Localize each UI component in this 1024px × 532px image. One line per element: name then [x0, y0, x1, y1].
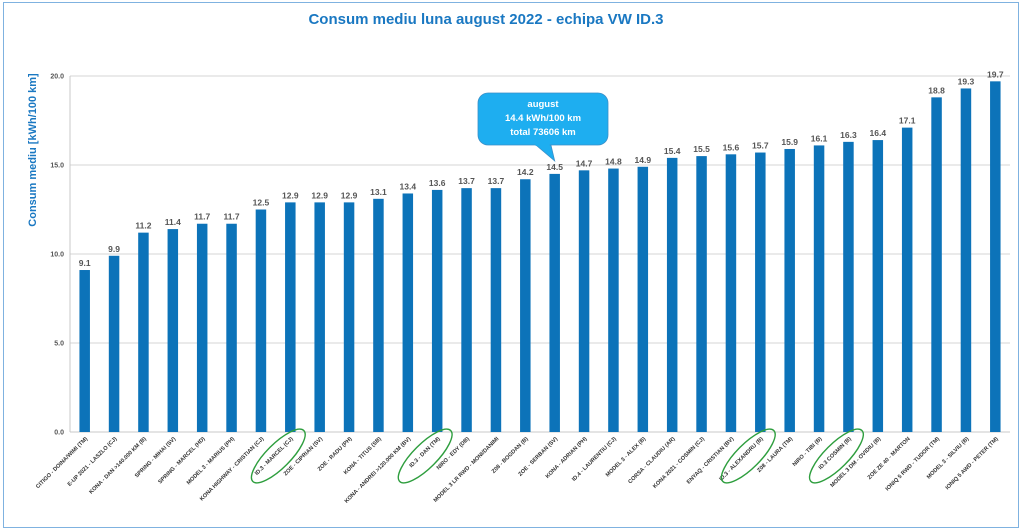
data-label: 13.6 [429, 178, 446, 188]
bar [461, 188, 472, 432]
bar [696, 156, 707, 432]
value-labels: 9.1 9.9 11.2 11.4 11.7 11.7 12.5 12.9 12.9 12.9 13… [79, 69, 1004, 268]
data-label: 15.6 [723, 142, 740, 152]
data-label: 14.9 [635, 155, 652, 165]
callout-pointer [533, 143, 556, 162]
bar [813, 145, 825, 433]
data-label: 9.9 [108, 244, 120, 254]
data-label: 16.3 [840, 130, 857, 140]
callout-line1: august [527, 99, 559, 110]
bar [167, 229, 179, 432]
bar [431, 189, 443, 432]
data-label: 14.8 [605, 157, 622, 167]
bar [285, 202, 296, 432]
bar [960, 88, 972, 433]
data-label: 12.9 [311, 190, 328, 200]
category-labels: CITIGO - DOINA/WIMI (TM)E-UP 2021 - LASZ… [35, 436, 1000, 505]
data-label: 15.4 [664, 146, 681, 156]
y-axis-label: Consum mediu [kWh/100 km] [27, 73, 39, 227]
data-label: 19.7 [987, 69, 1004, 79]
highlight-ellipse [250, 428, 306, 484]
bar [196, 223, 208, 432]
data-label: 19.3 [958, 76, 975, 86]
chart-frame [3, 2, 1019, 528]
bar [402, 193, 414, 432]
x-tick-label: KONA - DAN >140.000 KM (B) [88, 436, 147, 495]
x-tick-label: KONA HIGHWAY - CRISTIAN (CJ) [199, 436, 265, 502]
data-label: 16.1 [811, 133, 828, 143]
callout-bubble: august 14.4 kWh/100 km total 73606 km [477, 92, 609, 162]
bar [226, 223, 237, 432]
bar [755, 152, 766, 433]
data-label: 18.8 [928, 85, 945, 95]
highlight-ellipse [720, 428, 776, 484]
bar [608, 168, 619, 432]
y-tick-label: 5.0 [54, 341, 64, 348]
x-tick-label: ID.3 - DAN (TM) [409, 436, 442, 469]
y-tick-label: 15.0 [50, 163, 64, 170]
highlight-ellipse [808, 428, 864, 484]
bar [931, 97, 942, 433]
callout-line3: total 73606 km [510, 127, 575, 138]
callout-joint [535, 143, 550, 146]
x-tick-label: NIRO - TIBI (B) [792, 436, 824, 468]
bar [373, 198, 384, 432]
x-tick-label: IONIQ 5 AWD - PETER (TM) [945, 436, 1000, 491]
bars [79, 81, 1001, 433]
data-label: 13.4 [400, 181, 417, 191]
data-label: 15.7 [752, 141, 769, 151]
bar [255, 209, 267, 432]
bar [843, 141, 854, 433]
y-tick-label: 10.0 [50, 252, 64, 259]
data-label: 12.9 [282, 190, 299, 200]
data-label: 11.2 [135, 221, 151, 231]
bar [520, 179, 531, 432]
bar [314, 202, 325, 432]
bar [138, 232, 149, 432]
data-label: 11.7 [194, 212, 210, 222]
x-tick-label: CITIGO - DOINA/WIMI (TM) [35, 436, 89, 490]
y-tick-label: 0.0 [54, 430, 64, 437]
data-label: 16.4 [870, 128, 887, 138]
chart-title: Consum mediu luna august 2022 - echipa V… [308, 11, 663, 28]
x-tick-label: MODEL 3 - MARIUS (PH) [186, 436, 236, 486]
data-label: 11.4 [165, 217, 181, 227]
data-label: 17.1 [899, 116, 916, 126]
callout-line2: 14.4 kWh/100 km [505, 113, 581, 124]
bar [108, 255, 120, 432]
bar [343, 202, 355, 432]
data-label: 14.5 [546, 162, 563, 172]
data-label: 15.9 [781, 137, 798, 147]
x-tick-label: IONIQ 5 RWD - TUDOR (TM) [885, 436, 941, 492]
data-label: 11.7 [224, 212, 240, 222]
bar [901, 127, 913, 433]
bar [872, 140, 884, 432]
highlight-ellipse [397, 428, 453, 484]
data-label: 14.7 [576, 158, 593, 168]
x-tick-label: KONA - ANDREI >120.000 KM (BV) [344, 436, 413, 505]
bar [784, 148, 795, 433]
x-tick-label: MODEL 3 DM - OVIDIU (B) [829, 436, 882, 489]
bar [578, 170, 590, 432]
x-tick-label: KONA 2021 - COSMIN (CJ) [652, 436, 706, 490]
data-label: 12.9 [341, 190, 358, 200]
bar [990, 81, 1001, 432]
bar [725, 154, 737, 432]
data-label: 12.5 [253, 198, 270, 208]
bar [637, 166, 649, 432]
bar [549, 173, 560, 432]
data-label: 13.7 [458, 176, 475, 186]
highlight-ellipses [250, 428, 864, 484]
y-tick-label: 20.0 [50, 74, 64, 81]
bar [490, 188, 502, 432]
data-label: 13.1 [370, 187, 387, 197]
data-label: 13.7 [488, 176, 505, 186]
data-label: 14.2 [517, 167, 534, 177]
bar [666, 157, 678, 432]
bar [79, 270, 90, 432]
x-tick-label: E-UP 2021 - LASZLO (CJ) [67, 436, 119, 488]
data-label: 9.1 [79, 258, 91, 268]
data-label: 15.5 [693, 144, 710, 154]
